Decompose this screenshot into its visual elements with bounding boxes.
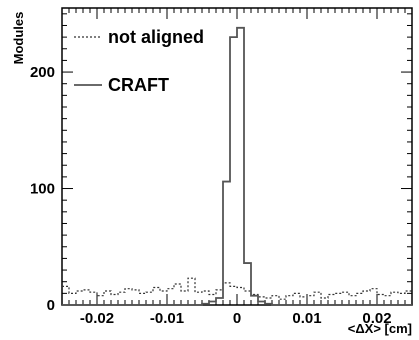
histogram-bin — [314, 292, 321, 305]
histogram-bin — [307, 296, 314, 305]
histogram-bin — [83, 290, 90, 305]
histogram-bin — [160, 291, 167, 305]
y-tick-label: 0 — [47, 297, 55, 314]
histogram-bin — [146, 292, 153, 305]
histogram-bin — [244, 263, 251, 305]
histogram-bin — [342, 292, 349, 305]
series-step-line — [62, 26, 412, 306]
x-axis-title: <ΔX> [cm] — [348, 321, 412, 336]
histogram-bin — [405, 291, 412, 305]
histogram-bin — [181, 291, 188, 305]
y-tick-label: 200 — [30, 64, 55, 81]
histogram-bin — [195, 292, 202, 305]
histogram-bin — [139, 293, 146, 305]
histogram-bin — [202, 291, 209, 305]
histogram-bin — [377, 295, 384, 305]
series-craft — [62, 26, 412, 306]
histogram-bin — [118, 292, 125, 305]
histogram-bin — [293, 293, 300, 305]
histogram-bin — [174, 284, 181, 305]
histogram-bin — [230, 37, 237, 305]
series-step-line — [62, 277, 412, 300]
y-tick-label: 100 — [30, 181, 55, 198]
series-layer — [62, 26, 412, 306]
x-tick-label: -0.01 — [150, 310, 184, 327]
histogram-bin — [391, 292, 398, 305]
histogram-bin — [125, 289, 132, 305]
histogram-bin — [272, 296, 279, 305]
histogram-bin — [104, 291, 111, 305]
legend-label: not aligned — [108, 27, 204, 47]
y-axis-ticks: 0 100 200 — [30, 13, 412, 314]
histogram-bin — [328, 295, 335, 305]
histogram-bin — [188, 278, 195, 305]
histogram-bin — [363, 291, 370, 305]
histogram-bin — [153, 288, 160, 305]
histogram-bin — [370, 289, 377, 305]
histogram-bin — [76, 291, 83, 305]
x-tick-label: 0 — [233, 310, 241, 327]
x-axis-ticks: -0.02 -0.01 0 0.01 0.02 — [61, 8, 413, 327]
x-tick-label: 0.02 — [362, 310, 391, 327]
histogram-bin — [62, 286, 69, 305]
histogram-bin — [300, 297, 307, 305]
series-not-aligned — [62, 277, 412, 305]
legend-label: CRAFT — [108, 75, 169, 95]
x-tick-label: 0.01 — [292, 310, 321, 327]
histogram-bin — [69, 293, 76, 305]
histogram-bin — [251, 296, 258, 305]
histogram-bin — [216, 298, 223, 305]
histogram-bin — [111, 295, 118, 305]
histogram-bin — [335, 293, 342, 305]
histogram-bin — [356, 293, 363, 305]
histogram-bin — [321, 298, 328, 305]
histogram-bin — [97, 296, 104, 305]
histogram-bin — [286, 296, 293, 305]
histogram-bin — [132, 290, 139, 305]
histogram-bin — [167, 289, 174, 305]
legend: not aligned CRAFT — [74, 27, 204, 95]
x-tick-label: -0.02 — [80, 310, 114, 327]
histogram-bin — [398, 293, 405, 305]
histogram-bin — [384, 296, 391, 305]
histogram-bin — [349, 296, 356, 305]
histogram-bin — [237, 28, 244, 305]
histogram-bin — [223, 182, 230, 305]
histogram-bin — [90, 292, 97, 305]
y-axis-title: Modules — [11, 12, 26, 65]
